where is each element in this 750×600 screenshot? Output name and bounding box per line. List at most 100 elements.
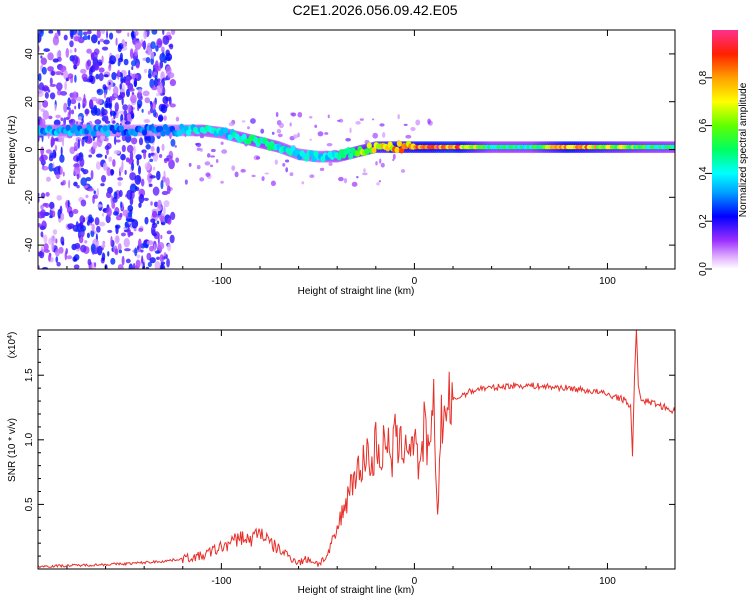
noise-speck: [276, 128, 282, 134]
noise-speck: [93, 62, 100, 71]
noise-speck: [56, 261, 61, 267]
ridge-point: [394, 146, 400, 154]
noise-speck: [77, 138, 81, 149]
noise-speck: [50, 70, 56, 76]
noise-speck: [138, 202, 142, 208]
noise-speck: [70, 109, 75, 115]
noise-speck: [427, 118, 431, 125]
ridge-point: [176, 129, 182, 137]
noise-speck: [131, 30, 135, 41]
noise-speck: [355, 121, 361, 125]
noise-speck: [100, 183, 105, 187]
ridge-point: [294, 149, 301, 156]
noise-speck: [43, 243, 49, 251]
noise-speck: [167, 243, 172, 252]
noise-speck: [152, 186, 160, 196]
noise-speck: [150, 145, 155, 152]
noise-speck: [106, 207, 112, 217]
noise-speck: [205, 172, 211, 177]
noise-speck: [66, 255, 73, 260]
noise-speck: [144, 119, 150, 123]
noise-speck: [96, 137, 103, 148]
noise-speck: [324, 132, 329, 135]
noise-speck: [80, 177, 87, 187]
noise-speck: [73, 264, 80, 269]
noise-speck: [152, 64, 156, 71]
noise-speck: [73, 141, 79, 152]
noise-speck: [124, 221, 128, 229]
noise-speck: [104, 154, 107, 159]
noise-speck: [62, 179, 66, 186]
noise-speck: [160, 234, 163, 240]
noise-speck: [103, 92, 107, 99]
noise-speck: [82, 35, 89, 41]
noise-speck: [38, 102, 42, 110]
noise-speck: [196, 165, 201, 170]
noise-speck: [166, 230, 172, 235]
noise-speck: [98, 89, 101, 93]
noise-speck: [376, 182, 380, 186]
noise-speck: [126, 144, 134, 153]
noise-speck: [326, 143, 333, 147]
noise-speck: [113, 86, 119, 96]
noise-speck: [86, 48, 92, 54]
noise-speck: [166, 185, 171, 194]
noise-speck: [102, 84, 107, 91]
y-tick-label: 0: [24, 146, 35, 152]
noise-speck: [124, 169, 127, 175]
noise-speck: [127, 227, 132, 238]
noise-speck: [126, 189, 133, 200]
noise-speck: [151, 86, 158, 91]
noise-speck: [38, 89, 44, 98]
noise-speck: [145, 50, 149, 54]
noise-speck: [102, 109, 108, 116]
noise-speck: [52, 229, 58, 235]
noise-speck: [105, 114, 109, 124]
noise-speck: [162, 77, 168, 81]
x-tick-label: -100: [211, 276, 231, 287]
noise-speck: [136, 254, 141, 259]
noise-speck: [199, 177, 205, 182]
noise-speck: [48, 115, 53, 120]
noise-speck: [63, 34, 68, 41]
noise-speck: [41, 166, 49, 171]
noise-speck: [59, 166, 63, 175]
noise-speck: [38, 223, 42, 228]
noise-speck: [379, 158, 382, 164]
noise-speck: [76, 184, 80, 189]
noise-speck: [145, 56, 151, 64]
ridge-point: [336, 154, 342, 161]
noise-speck: [108, 156, 113, 162]
noise-speck: [250, 118, 256, 124]
noise-speck: [143, 30, 148, 40]
noise-speck: [79, 157, 85, 167]
noise-speck: [156, 256, 160, 261]
noise-speck: [103, 39, 110, 45]
noise-speck: [85, 194, 89, 199]
ridge-point: [141, 129, 148, 136]
noise-speck: [106, 167, 112, 177]
noise-speck: [161, 176, 166, 183]
noise-speck: [49, 92, 56, 100]
noise-speck: [51, 242, 55, 252]
colorbar-tick-label: 0.8: [698, 70, 709, 84]
noise-speck: [54, 104, 57, 112]
noise-speck: [209, 164, 214, 168]
noise-speck: [102, 162, 108, 171]
noise-speck: [410, 126, 416, 132]
noise-speck: [379, 123, 385, 127]
ridge-point: [162, 123, 168, 131]
noise-speck: [43, 234, 48, 244]
noise-speck: [76, 156, 79, 162]
noise-speck: [54, 248, 60, 257]
y-tick-label: 1.0: [24, 432, 35, 446]
noise-speck: [118, 57, 124, 63]
noise-speck: [129, 172, 137, 181]
noise-speck: [125, 258, 131, 264]
noise-speck: [119, 83, 122, 90]
noise-speck: [150, 201, 153, 206]
noise-speck: [120, 153, 126, 161]
noise-speck: [160, 179, 164, 190]
noise-speck: [101, 212, 105, 217]
noise-speck: [86, 59, 92, 67]
